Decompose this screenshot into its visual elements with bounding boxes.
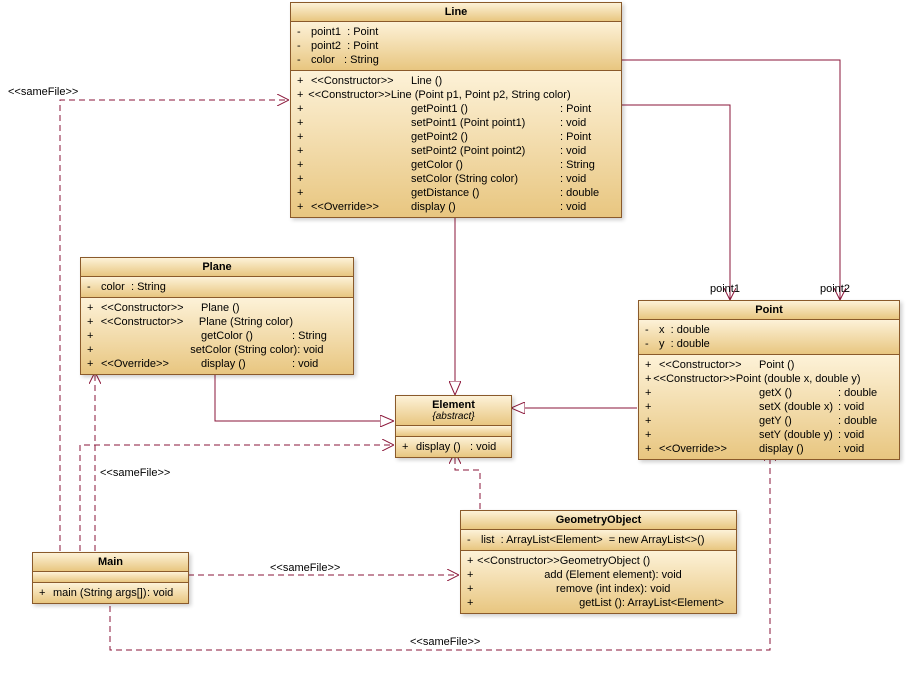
class-line-methods: +<<Constructor>>Line () +<<Constructor>>… (291, 71, 621, 217)
class-geometry: GeometryObject -list : ArrayList<Element… (460, 510, 737, 614)
class-plane: Plane -color : String +<<Constructor>>Pl… (80, 257, 354, 375)
class-main-title: Main (33, 553, 188, 572)
class-plane-attrs: -color : String (81, 277, 353, 298)
class-point-title: Point (639, 301, 899, 320)
label-samefile-4: <<sameFile>> (410, 636, 480, 648)
edge-plane-element (215, 372, 393, 421)
class-line-attrs: -point1 : Point -point2 : Point -color :… (291, 22, 621, 71)
class-element: Element {abstract} +display (): void (395, 395, 512, 458)
class-geometry-attrs: -list : ArrayList<Element> = new ArrayLi… (461, 530, 736, 551)
edge-main-element (80, 445, 393, 551)
edge-geometry-element (455, 453, 480, 509)
class-main-attrs (33, 572, 188, 583)
edge-line-point1 (621, 105, 730, 299)
class-main: Main +main (String args[]): void (32, 552, 189, 604)
class-plane-methods: +<<Constructor>>Plane () +<<Constructor>… (81, 298, 353, 374)
class-element-title: Element {abstract} (396, 396, 511, 426)
class-element-attrs (396, 426, 511, 437)
class-point: Point -x : double -y : double +<<Constru… (638, 300, 900, 460)
class-point-attrs: -x : double -y : double (639, 320, 899, 355)
class-main-methods: +main (String args[]): void (33, 583, 188, 603)
label-point1: point1 (710, 283, 740, 295)
label-samefile-1: <<sameFile>> (8, 86, 78, 98)
class-plane-title: Plane (81, 258, 353, 277)
label-point2: point2 (820, 283, 850, 295)
label-samefile-3: <<sameFile>> (270, 562, 340, 574)
class-geometry-methods: +<<Constructor>>GeometryObject () +add (… (461, 551, 736, 613)
class-element-methods: +display (): void (396, 437, 511, 457)
label-samefile-2: <<sameFile>> (100, 467, 170, 479)
class-line-title: Line (291, 3, 621, 22)
class-geometry-title: GeometryObject (461, 511, 736, 530)
class-line: Line -point1 : Point -point2 : Point -co… (290, 2, 622, 218)
class-point-methods: +<<Constructor>>Point () +<<Constructor>… (639, 355, 899, 459)
